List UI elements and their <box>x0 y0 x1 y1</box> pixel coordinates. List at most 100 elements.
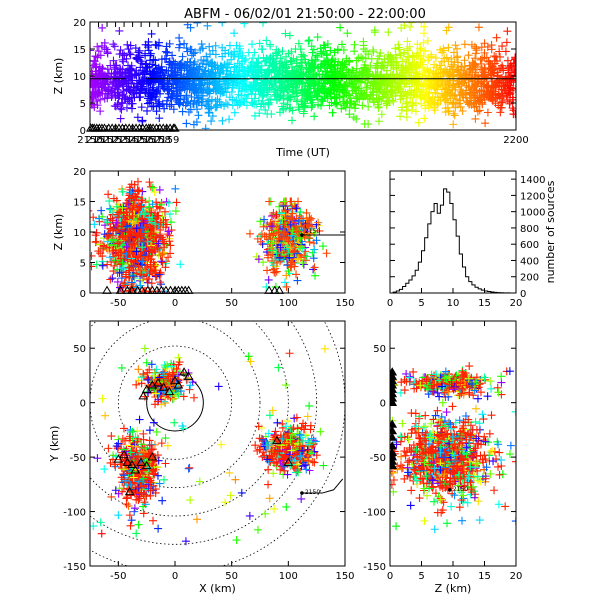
source-point <box>232 96 241 105</box>
source-point <box>507 62 516 71</box>
source-point <box>353 94 362 103</box>
source-point <box>285 31 294 40</box>
source-point <box>211 71 220 80</box>
source-point <box>172 198 181 207</box>
source-point <box>112 218 121 227</box>
source-point <box>99 83 108 92</box>
source-point <box>503 56 512 65</box>
source-point <box>130 93 139 102</box>
source-point <box>102 218 111 227</box>
source-point <box>146 49 155 58</box>
source-point <box>397 24 406 33</box>
source-point <box>121 476 130 485</box>
source-point <box>418 60 427 69</box>
source-point <box>127 78 136 87</box>
source-point <box>114 76 123 85</box>
source-point <box>126 521 135 530</box>
source-point <box>310 263 319 272</box>
source-point <box>293 95 302 104</box>
source-point <box>106 214 115 223</box>
source-point <box>292 59 301 68</box>
source-point <box>391 50 400 59</box>
source-point <box>93 42 102 51</box>
source-point <box>91 52 100 61</box>
source-point <box>153 397 162 406</box>
source-point <box>115 253 124 262</box>
source-point <box>410 90 419 99</box>
source-point <box>350 47 359 56</box>
source-point <box>480 48 489 57</box>
source-point <box>338 70 347 79</box>
source-point <box>363 95 372 104</box>
source-point <box>473 107 482 116</box>
source-point <box>496 64 505 73</box>
source-point <box>285 253 294 262</box>
source-point <box>147 93 156 102</box>
source-point <box>446 89 455 98</box>
source-point <box>437 82 446 91</box>
source-point <box>503 96 512 105</box>
source-point <box>143 106 152 115</box>
source-point <box>305 238 314 247</box>
source-point <box>304 37 313 46</box>
source-point <box>467 89 476 98</box>
source-point <box>141 51 150 60</box>
altitude-histogram-panel: 0 5 10 15 200200400600800100012001400number … <box>387 170 557 309</box>
source-point <box>321 78 330 87</box>
source-point <box>405 61 414 70</box>
source-point <box>225 115 234 124</box>
source-point <box>250 94 259 103</box>
source-point <box>507 78 516 87</box>
source-point <box>305 36 314 45</box>
source-point <box>442 26 451 35</box>
source-point <box>246 63 255 72</box>
source-point <box>93 53 102 62</box>
source-point <box>256 65 265 74</box>
source-point <box>400 80 409 89</box>
source-point <box>407 22 416 27</box>
source-point <box>112 202 121 211</box>
source-point <box>128 205 137 214</box>
source-point <box>292 233 301 242</box>
source-point <box>298 244 307 253</box>
source-point <box>129 272 138 281</box>
source-point <box>148 68 157 77</box>
source-point <box>310 458 319 467</box>
source-point <box>488 65 497 74</box>
source-point <box>511 55 516 64</box>
source-point <box>127 516 136 525</box>
source-point <box>143 94 152 103</box>
source-point <box>211 41 220 50</box>
source-point <box>250 111 259 120</box>
histogram-bars <box>390 188 516 294</box>
source-point <box>286 263 295 272</box>
source-point <box>123 222 132 231</box>
source-point <box>273 241 282 250</box>
source-point <box>406 22 415 31</box>
source-point <box>235 84 244 93</box>
source-point <box>344 90 353 99</box>
source-point <box>157 233 166 242</box>
source-point <box>336 23 345 32</box>
source-point <box>172 365 181 374</box>
source-point <box>125 511 134 520</box>
source-point <box>471 81 480 90</box>
source-point <box>443 68 452 77</box>
source-point <box>508 104 516 113</box>
source-point <box>311 437 320 446</box>
source-point <box>416 55 425 64</box>
source-point <box>292 270 301 279</box>
source-point <box>502 38 511 47</box>
source-point <box>261 57 270 66</box>
source-point <box>311 57 320 66</box>
source-point <box>479 82 488 91</box>
source-point <box>139 490 148 499</box>
source-point <box>467 96 476 105</box>
source-point <box>125 432 134 441</box>
source-point <box>203 22 212 30</box>
source-point <box>294 73 303 82</box>
source-point <box>115 268 124 277</box>
x-tick-label: 2153 <box>103 135 128 146</box>
source-point <box>132 380 141 389</box>
